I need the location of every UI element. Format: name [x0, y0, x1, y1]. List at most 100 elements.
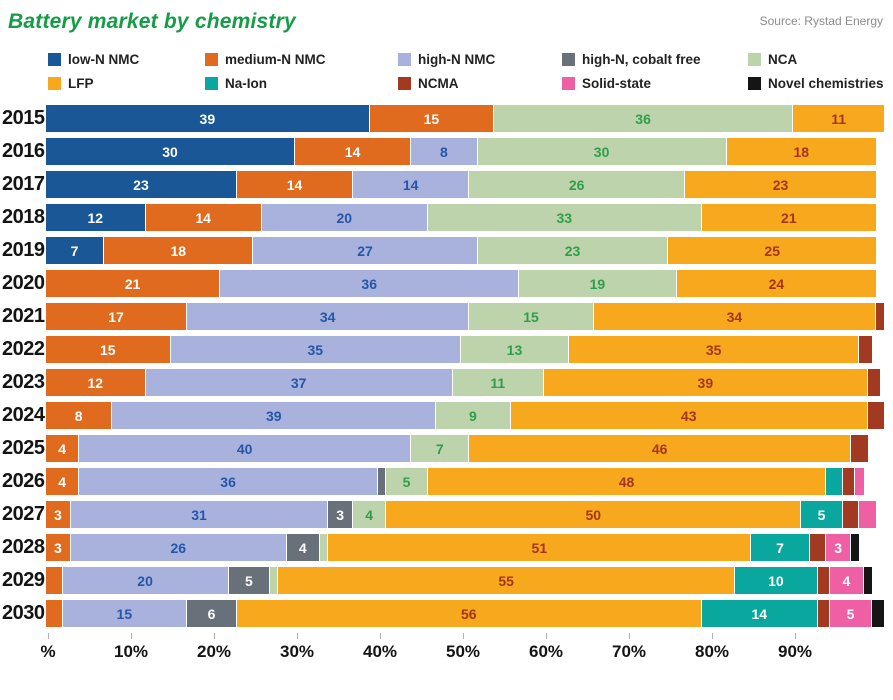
legend-item: Solid-state [562, 76, 748, 91]
bar-track: 4 40 7 46 [46, 435, 868, 462]
bar-segment: 21 [701, 204, 876, 231]
segment-value-label: 33 [556, 209, 573, 226]
segment-value-label: 37 [290, 374, 307, 391]
bar-track: 3 31 3 4 50 5 [46, 501, 876, 528]
bar-segment: 4 [830, 567, 864, 594]
legend-label: Solid-state [582, 76, 652, 91]
axis-tick [380, 633, 381, 639]
bar-segment: 7 [411, 435, 470, 462]
segment-value-label: 14 [286, 176, 303, 193]
year-label: 2016 [2, 140, 45, 162]
bar-segment: 5 [801, 501, 843, 528]
bar-segment: 25 [668, 237, 876, 264]
segment-value-label: 11 [490, 374, 506, 391]
segment-value-label: 17 [108, 308, 124, 325]
segment-value-label: 5 [846, 605, 855, 622]
stacked-bar-chart: 2015 39 15 36 11 2016 30 14 8 30 18 2017 23 14 14 26 23 2… [0, 105, 893, 627]
bar-segment: 12 [46, 204, 146, 231]
bar-segment: 14 [353, 171, 470, 198]
bar-segment: 8 [411, 138, 478, 165]
segment-value-label: 7 [776, 539, 784, 556]
bar-segment: 18 [104, 237, 254, 264]
bar-segment: 15 [62, 600, 188, 627]
bar-track: 12 14 20 33 21 [46, 204, 876, 231]
axis-tick-label: 80% [694, 642, 730, 661]
legend-item: high-N, cobalt free [562, 52, 748, 67]
bar-segment [863, 567, 872, 594]
legend-color-swatch [205, 53, 218, 66]
segment-value-label: 27 [357, 242, 373, 259]
segment-value-label: 25 [764, 242, 780, 259]
bar-segment [859, 336, 872, 363]
bar-segment: 37 [145, 369, 453, 396]
segment-value-label: 4 [298, 539, 307, 556]
bar-segment: 3 [826, 534, 852, 561]
legend-item: Na-Ion [205, 76, 398, 91]
segment-value-label: 21 [781, 209, 797, 226]
segment-value-label: 51 [531, 539, 548, 556]
bar-segment: 39 [112, 402, 437, 429]
segment-value-label: 3 [834, 539, 842, 556]
bar-row: 2019 7 18 27 23 25 [0, 237, 893, 264]
axis-tick-label: 10% [113, 642, 149, 661]
legend-color-swatch [398, 77, 411, 90]
year-label: 2021 [2, 305, 45, 327]
bar-segment: 46 [469, 435, 852, 462]
bar-segment [817, 567, 831, 594]
legend-color-swatch [48, 53, 61, 66]
bar-track: 8 39 9 43 [46, 402, 885, 429]
segment-value-label: 10 [768, 572, 784, 589]
bar-segment: 12 [46, 369, 146, 396]
bar-segment: 8 [46, 402, 113, 429]
bar-segment: 31 [70, 501, 329, 528]
segment-value-label: 15 [116, 605, 133, 622]
segment-value-label: 13 [506, 341, 523, 358]
bar-segment: 39 [543, 369, 868, 396]
bar-segment [851, 534, 860, 561]
bar-segment: 50 [386, 501, 802, 528]
bar-segment: 7 [46, 237, 105, 264]
axis-tick-label: 50% [445, 642, 481, 661]
segment-value-label: 36 [220, 473, 236, 490]
bar-segment: 5 [386, 468, 428, 495]
legend-label: NCA [768, 52, 798, 67]
year-label: 2028 [2, 536, 45, 558]
bar-segment: 14 [145, 204, 262, 231]
legend-color-swatch [748, 53, 761, 66]
bar-row: 2027 3 31 3 4 50 5 [0, 501, 893, 528]
bar-segment: 10 [734, 567, 818, 594]
segment-value-label: 18 [793, 143, 810, 160]
bar-segment: 20 [62, 567, 229, 594]
legend-color-swatch [48, 77, 61, 90]
segment-value-label: 50 [585, 506, 602, 523]
bar-row: 2015 39 15 36 11 [0, 105, 893, 132]
bar-segment: 34 [593, 303, 876, 330]
segment-value-label: 23 [564, 242, 581, 259]
legend-label: LFP [68, 76, 94, 91]
segment-value-label: 12 [87, 374, 104, 391]
bar-segment: 56 [236, 600, 702, 627]
segment-value-label: 35 [705, 341, 722, 358]
bar-row: 2024 8 39 9 43 [0, 402, 893, 429]
source-label: Source: Rystad Energy [759, 14, 883, 28]
bar-segment: 40 [79, 435, 412, 462]
bar-segment: 19 [519, 270, 677, 297]
legend-label: Novel chemistries [768, 76, 884, 91]
bar-row: 2020 21 36 19 24 [0, 270, 893, 297]
bar-segment [867, 402, 885, 429]
bar-segment [855, 468, 864, 495]
chart-header: Battery market by chemistry Source: Ryst… [0, 0, 893, 46]
bar-segment: 14 [236, 171, 354, 198]
segment-value-label: 8 [74, 407, 83, 424]
bar-segment [377, 468, 387, 495]
bar-segment: 36 [494, 105, 793, 132]
year-label: 2022 [2, 338, 45, 360]
bar-segment: 20 [261, 204, 428, 231]
segment-value-label: 30 [162, 143, 178, 160]
bar-segment [875, 303, 885, 330]
legend-label: Na-Ion [225, 76, 267, 91]
segment-value-label: 20 [336, 209, 353, 226]
axis-tick-label: 20% [196, 642, 232, 661]
bar-segment: 3 [46, 501, 71, 528]
segment-value-label: 4 [58, 473, 66, 490]
